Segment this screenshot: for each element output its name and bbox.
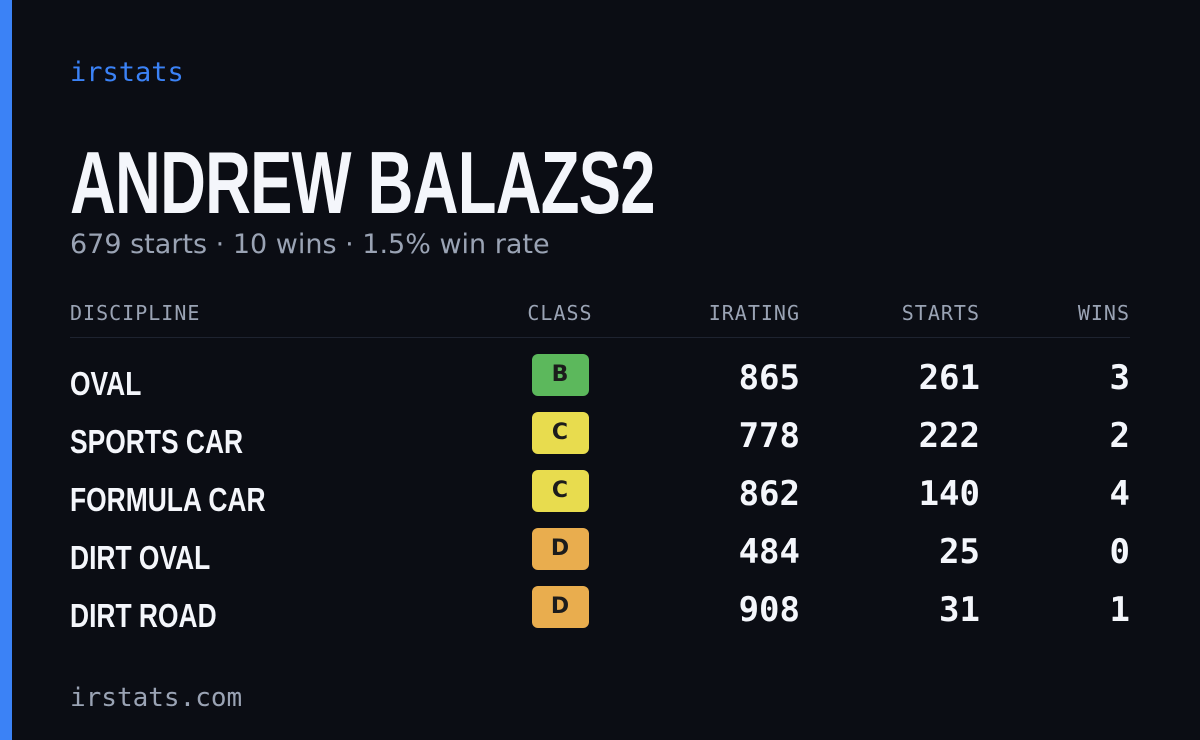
class-badge: B — [531, 354, 589, 396]
irating: 484 — [738, 532, 800, 572]
wins: 0 — [1109, 532, 1130, 572]
irating: 908 — [738, 590, 800, 630]
discipline: DIRT OVAL — [70, 539, 211, 576]
starts: 261 — [918, 358, 980, 398]
driver-name: ANDREW BALAZS2 — [70, 133, 656, 232]
column-header: WINS — [1077, 301, 1130, 325]
class-badge: D — [531, 528, 589, 570]
footer: irstats.com — [70, 683, 243, 713]
column-header: CLASS — [527, 301, 593, 325]
class-badge: C — [531, 470, 589, 512]
column-header: STARTS — [901, 301, 980, 325]
starts: 31 — [939, 590, 980, 630]
irating: 865 — [738, 358, 800, 398]
column-header: DISCIPLINE — [70, 301, 201, 325]
wins: 1 — [1109, 590, 1130, 630]
wins: 2 — [1109, 416, 1130, 456]
discipline: SPORTS CAR — [70, 423, 244, 460]
class-badge: D — [531, 586, 589, 628]
header-rule — [70, 337, 1130, 338]
starts: 25 — [939, 532, 980, 572]
starts: 222 — [918, 416, 980, 456]
summary: 679 starts · 10 wins · 1.5% win rate — [70, 229, 550, 260]
discipline: FORMULA CAR — [70, 481, 266, 518]
brand: irstats — [70, 57, 184, 88]
discipline: OVAL — [70, 365, 142, 402]
starts: 140 — [918, 474, 980, 514]
accent-bar — [0, 0, 12, 740]
irating: 862 — [738, 474, 800, 514]
wins: 3 — [1109, 358, 1130, 398]
column-header: IRATING — [708, 301, 800, 325]
irating: 778 — [738, 416, 800, 456]
wins: 4 — [1109, 474, 1130, 514]
class-badge: C — [531, 412, 589, 454]
discipline: DIRT ROAD — [70, 597, 217, 634]
